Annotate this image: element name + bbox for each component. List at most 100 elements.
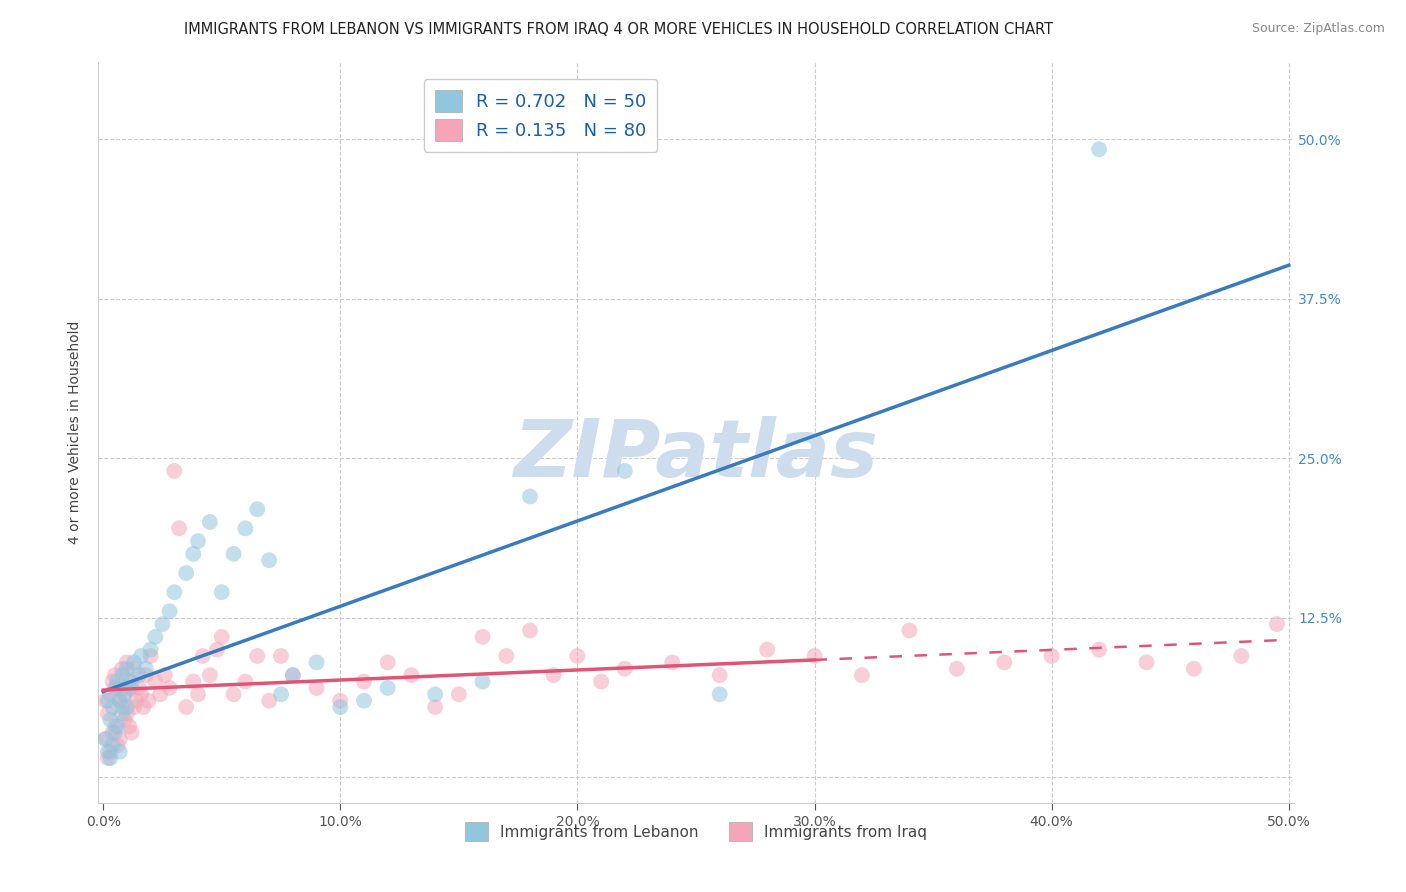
Point <box>1088 642 1111 657</box>
Point <box>105 719 128 733</box>
Point <box>211 585 233 599</box>
Point <box>97 745 120 759</box>
Point <box>128 668 150 682</box>
Point <box>329 694 352 708</box>
Point <box>181 674 204 689</box>
Point <box>135 662 157 676</box>
Point <box>174 566 197 580</box>
Point <box>132 700 155 714</box>
Point <box>353 694 375 708</box>
Point <box>246 648 269 663</box>
Text: ZIPatlas: ZIPatlas <box>513 416 879 494</box>
Point <box>139 642 162 657</box>
Point <box>135 668 157 682</box>
Point <box>125 694 148 708</box>
Point <box>591 674 613 689</box>
Point <box>163 585 186 599</box>
Point <box>152 617 174 632</box>
Point <box>115 662 138 676</box>
Point <box>447 687 470 701</box>
Point <box>423 687 446 701</box>
Point <box>191 648 214 663</box>
Point <box>222 687 245 701</box>
Point <box>281 668 304 682</box>
Point <box>111 662 134 676</box>
Point <box>94 731 117 746</box>
Point <box>222 547 245 561</box>
Point <box>121 674 143 689</box>
Point <box>377 656 399 670</box>
Point <box>115 656 138 670</box>
Point <box>108 745 131 759</box>
Point <box>1230 648 1253 663</box>
Point <box>305 656 328 670</box>
Point <box>128 681 150 695</box>
Point <box>174 700 197 714</box>
Point <box>122 656 145 670</box>
Point <box>257 694 280 708</box>
Point <box>270 687 292 701</box>
Point <box>898 624 921 638</box>
Point <box>143 630 166 644</box>
Point <box>1040 648 1063 663</box>
Point <box>121 725 143 739</box>
Text: Source: ZipAtlas.com: Source: ZipAtlas.com <box>1251 22 1385 36</box>
Point <box>149 687 172 701</box>
Point <box>353 674 375 689</box>
Point <box>1182 662 1205 676</box>
Point <box>377 681 399 695</box>
Point <box>114 687 136 701</box>
Point <box>993 656 1015 670</box>
Text: IMMIGRANTS FROM LEBANON VS IMMIGRANTS FROM IRAQ 4 OR MORE VEHICLES IN HOUSEHOLD : IMMIGRANTS FROM LEBANON VS IMMIGRANTS FR… <box>184 22 1053 37</box>
Point <box>101 674 124 689</box>
Point <box>104 725 127 739</box>
Point <box>104 681 127 695</box>
Point <box>105 681 128 695</box>
Point <box>257 553 280 567</box>
Point <box>187 687 209 701</box>
Point <box>118 681 141 695</box>
Point <box>401 668 423 682</box>
Point <box>661 656 683 670</box>
Point <box>567 648 589 663</box>
Point <box>108 694 131 708</box>
Y-axis label: 4 or more Vehicles in Household: 4 or more Vehicles in Household <box>69 321 83 544</box>
Point <box>111 700 134 714</box>
Point <box>246 502 269 516</box>
Point <box>946 662 969 676</box>
Point <box>613 662 636 676</box>
Point <box>115 706 138 721</box>
Point <box>613 464 636 478</box>
Point <box>543 668 565 682</box>
Point <box>97 694 120 708</box>
Point <box>118 719 141 733</box>
Point <box>129 648 152 663</box>
Point <box>211 630 233 644</box>
Point <box>111 706 134 721</box>
Point <box>105 739 128 753</box>
Point <box>519 624 541 638</box>
Point <box>187 534 209 549</box>
Point <box>108 694 131 708</box>
Point <box>97 706 120 721</box>
Point <box>181 547 204 561</box>
Point <box>129 687 152 701</box>
Point <box>471 630 494 644</box>
Point <box>143 674 166 689</box>
Point <box>1088 142 1111 156</box>
Point <box>98 687 121 701</box>
Point <box>105 674 128 689</box>
Point <box>803 648 825 663</box>
Point <box>159 604 181 618</box>
Point <box>159 681 181 695</box>
Point <box>709 668 731 682</box>
Point <box>101 700 124 714</box>
Point <box>98 745 121 759</box>
Point <box>305 681 328 695</box>
Point <box>97 751 120 765</box>
Point <box>270 648 292 663</box>
Point <box>94 694 117 708</box>
Point <box>153 668 176 682</box>
Point <box>139 648 162 663</box>
Point <box>104 668 127 682</box>
